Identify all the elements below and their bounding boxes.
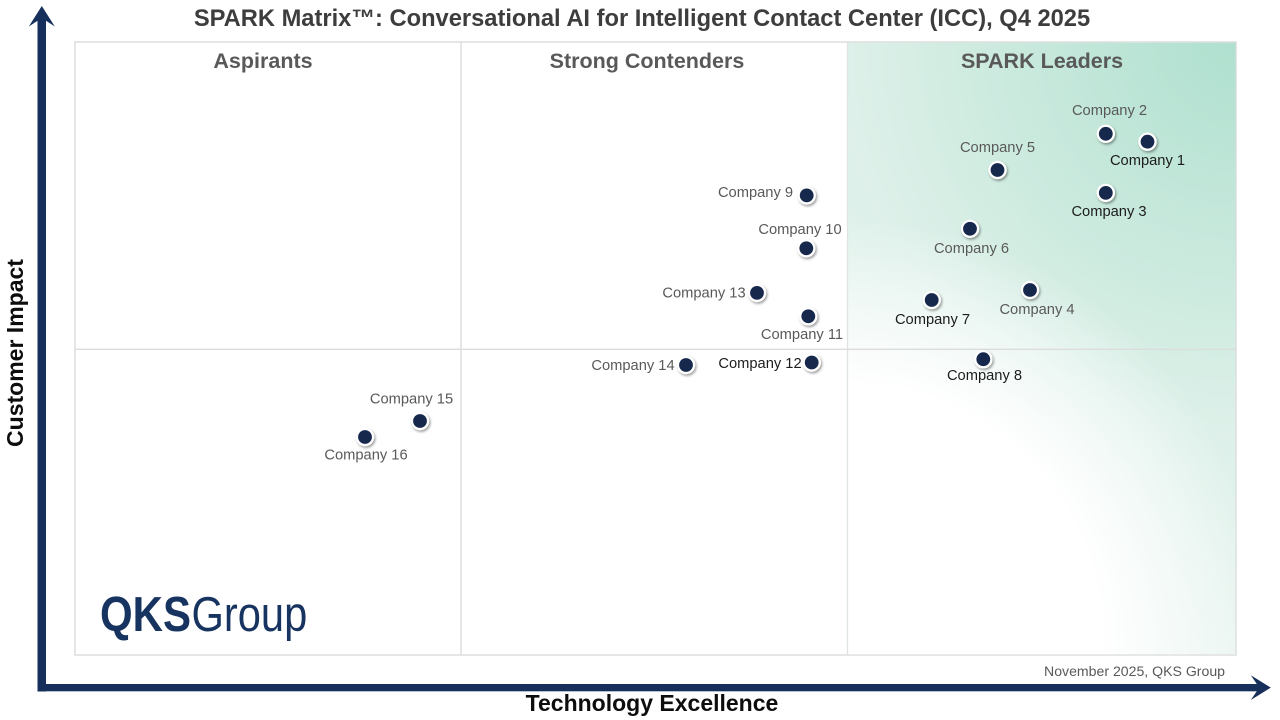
svg-text:Company 14: Company 14 — [591, 358, 674, 374]
svg-text:Company 13: Company 13 — [662, 286, 745, 302]
svg-text:QKS: QKS — [100, 587, 191, 642]
svg-text:Company 10: Company 10 — [758, 222, 841, 238]
svg-text:Company 4: Company 4 — [999, 302, 1074, 318]
svg-text:Aspirants: Aspirants — [213, 49, 312, 73]
svg-text:Company 6: Company 6 — [934, 241, 1009, 257]
svg-text:Company 9: Company 9 — [718, 185, 793, 201]
svg-text:Technology Excellence: Technology Excellence — [526, 690, 779, 716]
svg-text:Company 11: Company 11 — [761, 327, 843, 343]
svg-text:Company 7: Company 7 — [895, 312, 970, 328]
svg-text:SPARK Leaders: SPARK Leaders — [961, 49, 1123, 73]
svg-text:SPARK Matrix™: Conversational: SPARK Matrix™: Conversational AI for Int… — [194, 6, 1090, 32]
svg-text:Company 12: Company 12 — [718, 356, 801, 372]
svg-text:Company 15: Company 15 — [370, 392, 453, 408]
svg-text:Company 5: Company 5 — [960, 140, 1035, 156]
svg-text:Strong Contenders: Strong Contenders — [550, 49, 745, 73]
svg-text:Customer Impact: Customer Impact — [2, 259, 28, 447]
svg-text:Company 1: Company 1 — [1110, 153, 1185, 169]
svg-text:Company 2: Company 2 — [1072, 103, 1147, 119]
svg-text:November 2025, QKS Group: November 2025, QKS Group — [1044, 663, 1225, 679]
svg-text:Group: Group — [192, 587, 308, 642]
svg-text:Company 16: Company 16 — [324, 448, 407, 464]
svg-text:Company 3: Company 3 — [1071, 204, 1146, 220]
svg-text:Company 8: Company 8 — [947, 368, 1022, 384]
